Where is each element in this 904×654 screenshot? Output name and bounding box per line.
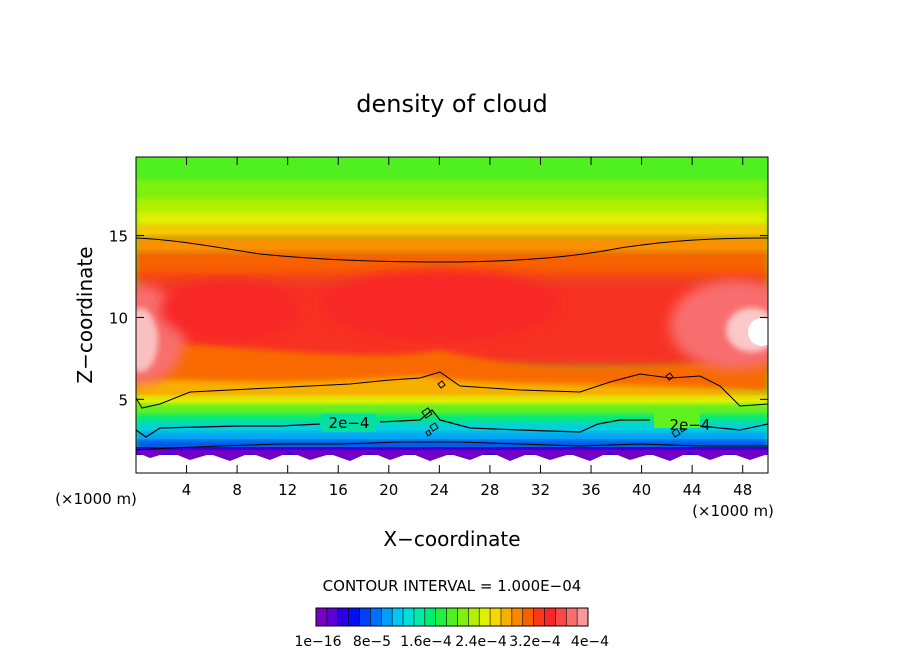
x-unit-right: (×1000 m) — [692, 502, 774, 520]
x-tick-label: 36 — [581, 481, 600, 499]
colorbar-swatch — [522, 608, 534, 626]
x-tick-label: 40 — [632, 481, 651, 499]
colorbar-frame — [315, 607, 589, 627]
band-lightgreen — [136, 180, 768, 200]
band-blue — [136, 440, 768, 450]
colorbar-label: 4e−4 — [571, 634, 609, 650]
colorbar-swatch — [424, 608, 437, 626]
contour-lower — [136, 441, 768, 451]
contour-label-1: 2e−4 — [329, 414, 370, 432]
plot-area — [136, 157, 768, 473]
colorbar-swatch — [370, 608, 382, 626]
x-tick-label: 8 — [232, 481, 242, 499]
contour-interval-text: CONTOUR INTERVAL = 1.000E−04 — [323, 577, 582, 595]
colorbar-swatch — [326, 608, 339, 626]
colorbar-swatch — [479, 608, 491, 626]
lobe-left-light — [136, 308, 158, 372]
y-tick-label: 15 — [109, 228, 128, 246]
colorbar-swatch — [348, 608, 360, 626]
colorbar: 1e−16 8e−5 1.6e−4 2.4e−4 3.2e−4 4e−4 — [294, 607, 609, 650]
contour-noise-center — [421, 380, 446, 437]
band-violet-edge — [136, 450, 768, 461]
lobe-center-left-red — [160, 280, 300, 340]
colorbar-swatch — [316, 608, 328, 626]
x-tick-label: 20 — [379, 481, 398, 499]
chart-title: density of cloud — [356, 90, 547, 118]
x-axis: 4 8 12 16 20 24 28 32 36 40 44 48 — [182, 157, 752, 499]
colorbar-swatch — [457, 608, 469, 626]
x-axis-label: X−coordinate — [383, 527, 520, 551]
band-orange — [136, 236, 768, 256]
contour-middle — [136, 371, 768, 409]
x-tick-label: 12 — [278, 481, 297, 499]
x-tick-label: 4 — [182, 481, 192, 499]
colorbar-swatch — [500, 608, 513, 626]
colorbar-swatch — [337, 608, 350, 626]
x-tick-label: 16 — [329, 481, 348, 499]
contour-label-bg-2 — [654, 410, 700, 428]
colorbar-swatch — [392, 608, 404, 626]
colorbar-swatch — [381, 608, 393, 626]
band-yellowgreen — [136, 198, 768, 216]
lobe-center-red — [320, 270, 560, 340]
band-violet — [136, 455, 768, 473]
colorbar-swatch — [577, 608, 589, 626]
y-tick-label: 10 — [109, 309, 128, 327]
colorbar-label: 1e−16 — [294, 634, 341, 650]
colorbar-swatch — [544, 608, 556, 626]
lobe-right-white — [748, 318, 768, 346]
colorbar-swatch — [490, 608, 502, 626]
colorbar-swatch — [555, 608, 567, 626]
colorbar-swatch — [566, 608, 578, 626]
colorbar-label: 2.4e−4 — [455, 634, 507, 650]
band-gold — [136, 224, 768, 238]
plot-frame — [135, 156, 769, 474]
colorbar-swatch — [511, 608, 524, 626]
contour-label-2: 2e−4 — [670, 416, 711, 434]
colorbar-swatch — [468, 608, 480, 626]
x-tick-label: 28 — [480, 481, 499, 499]
x-tick-label: 24 — [430, 481, 449, 499]
x-tick-label: 32 — [531, 481, 550, 499]
y-axis: 5 10 15 — [109, 228, 768, 409]
band-gold-lower — [136, 376, 768, 402]
colorbar-swatch — [533, 608, 545, 626]
y-tick-label: 5 — [118, 391, 128, 409]
contour-2e-4 — [136, 409, 768, 438]
x-tick-label: 48 — [733, 481, 752, 499]
x-tick-label: 44 — [683, 481, 702, 499]
contour-upper — [136, 237, 768, 263]
colorbar-swatch — [446, 608, 458, 626]
x-unit-left: (×1000 m) — [55, 490, 137, 508]
band-orange-lower — [136, 340, 768, 392]
contour-label-bg-1 — [322, 414, 376, 432]
colorbar-swatch — [435, 608, 447, 626]
y-axis-label: Z−coordinate — [73, 246, 97, 383]
colorbar-label: 1.6e−4 — [400, 634, 452, 650]
colorbar-label: 8e−5 — [353, 634, 391, 650]
colorbar-swatch — [403, 608, 415, 626]
colorbar-label: 3.2e−4 — [509, 634, 561, 650]
colorbar-swatch — [359, 608, 371, 626]
colorbar-swatch — [413, 608, 426, 626]
